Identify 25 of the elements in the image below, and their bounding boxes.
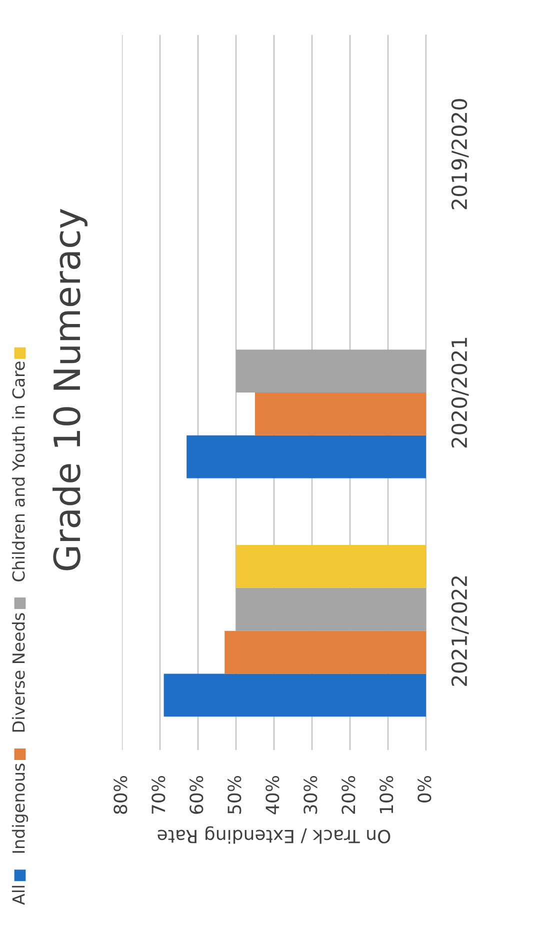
bar <box>236 588 426 631</box>
x-tick-label: 60% <box>190 776 204 814</box>
bar <box>186 435 426 478</box>
text: Grade 10 Numeracy <box>52 208 88 570</box>
y-tick-label: 2020/2021 <box>451 338 469 448</box>
x-tick-label: 80% <box>114 776 128 814</box>
legend-label: All <box>12 886 25 905</box>
bar <box>236 545 426 588</box>
x-tick-label: 30% <box>304 776 318 814</box>
bar <box>255 392 426 436</box>
y-tick-label: 2021/2022 <box>451 576 469 686</box>
x-axis-title: On Track / Extending Rate <box>158 826 390 844</box>
y-tick-label: 2019/2020 <box>451 99 469 210</box>
x-tick-label: 20% <box>342 776 356 814</box>
x-tick-label: 70% <box>152 776 166 814</box>
legend-label: Diverse Needs <box>12 613 25 732</box>
bar <box>164 674 426 717</box>
bar <box>224 630 426 674</box>
x-tick-label: 0% <box>418 776 432 802</box>
legend-label: Children and Youth in Care <box>12 362 25 582</box>
x-tick-label: 40% <box>266 776 280 814</box>
x-tick-label: 50% <box>228 776 242 814</box>
legend-label: Indigenous <box>12 764 28 853</box>
x-tick-label: 10% <box>380 776 394 814</box>
bar <box>236 350 426 392</box>
